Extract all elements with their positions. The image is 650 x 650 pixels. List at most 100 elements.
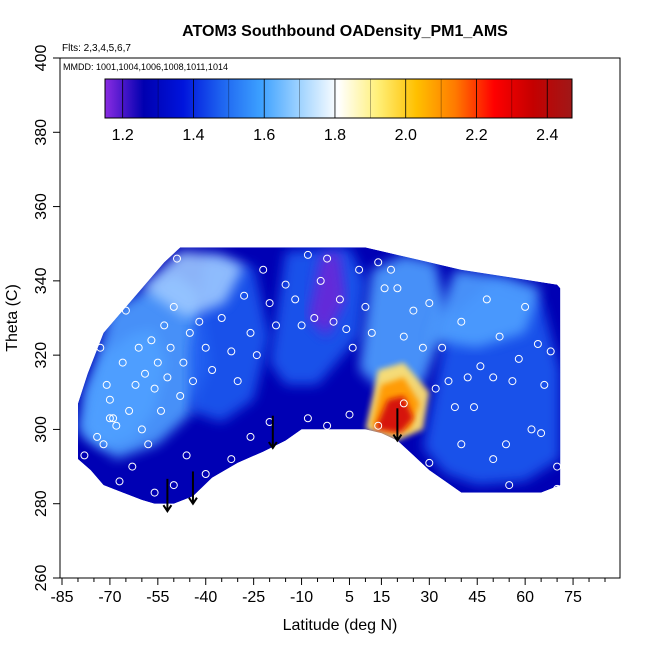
sample-point [553, 462, 562, 471]
sample-point [514, 354, 523, 363]
colorbar-tick-label: 1.2 [112, 127, 134, 144]
sample-point [182, 451, 191, 460]
sample-point [457, 440, 466, 449]
sample-point [348, 343, 357, 352]
colorbar-tick-label: 1.8 [324, 127, 346, 144]
sample-point [521, 302, 530, 311]
x-tick-label: -85 [50, 589, 73, 606]
sample-point [227, 347, 236, 356]
sample-point [99, 440, 108, 449]
arrow-head [267, 441, 278, 450]
sample-point [134, 343, 143, 352]
sample-point [553, 484, 562, 493]
plot-frame [59, 57, 621, 579]
sample-point [128, 462, 137, 471]
x-tick-label: -10 [290, 589, 313, 606]
y-tick-label: 320 [33, 342, 50, 369]
sample-point [105, 414, 114, 423]
sample-point [438, 343, 447, 352]
sample-points [80, 250, 562, 497]
sample-point [431, 384, 440, 393]
sample-point [457, 317, 466, 326]
sample-point [425, 458, 434, 467]
sample-point [246, 432, 255, 441]
sample-point [150, 488, 159, 497]
sample-point [240, 291, 249, 300]
sample-point [355, 265, 364, 274]
down-arrow-icon [188, 471, 198, 506]
sample-point [533, 340, 542, 348]
sample-point [489, 455, 498, 464]
sample-point [102, 380, 111, 389]
sample-point [109, 414, 118, 423]
sample-point [118, 358, 127, 367]
dates-subtitle: MMDD: 1001,1004,1006,1008,1011,1014 [63, 62, 228, 72]
annotation-arrows [162, 408, 403, 513]
sample-point [89, 325, 98, 334]
colorbar: 1.2 1.4 1.6 1.8 2.0 2.2 2.4 [104, 78, 573, 144]
sample-point [217, 314, 226, 322]
sample-point [367, 328, 376, 337]
sample-point [153, 358, 162, 367]
sample-point [125, 406, 134, 415]
sample-point [201, 470, 210, 478]
sample-point [297, 321, 306, 330]
y-tick-label: 360 [33, 193, 50, 220]
sample-point [163, 373, 172, 382]
chart-title: ATOM3 Southbound OADensity_PM1_AMS [182, 23, 508, 40]
down-arrow-icon [162, 478, 173, 513]
sample-point [137, 425, 146, 434]
sample-point [179, 358, 188, 367]
y-axis-label: Theta (C) [4, 284, 21, 352]
sample-point [303, 250, 312, 259]
sample-point [115, 477, 124, 486]
sample-point [537, 429, 546, 438]
x-tick-label: 60 [516, 589, 534, 606]
sample-point [540, 380, 549, 389]
sample-point [166, 343, 175, 352]
sample-point [323, 421, 332, 430]
sample-point [208, 366, 217, 374]
sample-point [329, 317, 338, 326]
y-tick-label: 400 [33, 45, 50, 72]
sample-point [185, 328, 194, 337]
x-tick-label: 15 [373, 589, 391, 606]
sample-point [96, 343, 105, 352]
sample-point [144, 440, 153, 449]
field-region-tropical-core [375, 396, 414, 434]
sample-point [93, 432, 102, 441]
sample-point [141, 369, 149, 378]
sample-point [112, 421, 121, 430]
y-tick-label: 300 [33, 416, 50, 443]
sample-point [463, 373, 472, 382]
sample-point [169, 302, 178, 311]
sample-point [399, 399, 408, 408]
down-arrow-icon [267, 415, 278, 450]
sample-point [157, 406, 165, 415]
sample-point [489, 373, 498, 382]
arrow-head [188, 497, 198, 506]
sample-point [80, 451, 89, 460]
x-tick-label: -55 [146, 589, 169, 606]
sample-point [195, 317, 204, 326]
sample-point [316, 276, 325, 285]
density-field [78, 247, 561, 504]
sample-point [246, 328, 255, 337]
sample-point [303, 414, 312, 423]
sample-point [450, 403, 459, 412]
sample-point [527, 425, 536, 434]
sample-point [291, 295, 300, 304]
sample-point [418, 343, 427, 352]
sample-point [176, 392, 185, 400]
sample-point [233, 377, 242, 386]
field-region-south-upper [141, 251, 245, 318]
sample-point [201, 343, 210, 352]
sample-point [227, 455, 236, 464]
sample-point [502, 440, 510, 449]
sample-point [374, 421, 383, 430]
sample-point [121, 306, 130, 315]
sample-point [409, 306, 418, 315]
sample-point [380, 284, 389, 293]
sample-point [425, 299, 434, 308]
y-axis: 260 280 300 320 340 360 380 400 [33, 45, 60, 591]
